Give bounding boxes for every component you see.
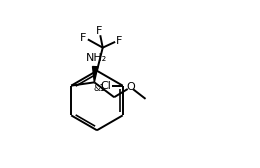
Text: F: F [80, 33, 86, 43]
Text: NH₂: NH₂ [86, 53, 107, 63]
Text: F: F [116, 36, 122, 46]
Polygon shape [93, 67, 98, 82]
Text: Cl: Cl [100, 81, 111, 91]
Text: O: O [126, 82, 135, 92]
Text: &1: &1 [93, 85, 105, 93]
Text: F: F [96, 26, 103, 36]
